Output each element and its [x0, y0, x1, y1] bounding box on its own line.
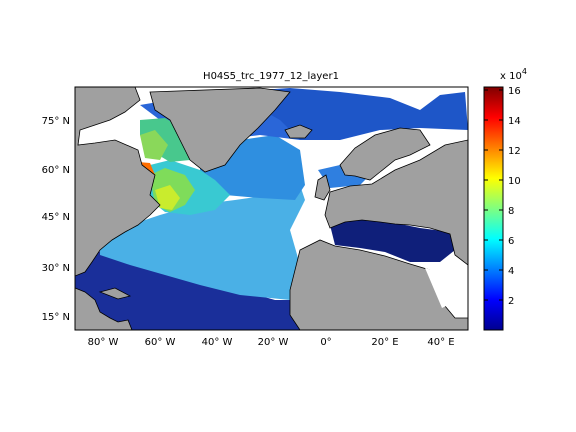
colorbar-tick-label: 14: [508, 116, 521, 127]
lat-tick-label: 30° N: [42, 263, 70, 274]
colorbar-ticks: [484, 89, 503, 301]
colorbar-tick-label: 2: [508, 296, 514, 307]
map-panel: [75, 87, 468, 330]
lon-tick-label: 60° W: [145, 337, 176, 348]
land-british-isles: [314, 174, 331, 201]
land-scandinavia: [339, 127, 431, 181]
land: [75, 87, 468, 330]
land-north-america: [75, 87, 161, 277]
concentration-field: [75, 88, 468, 330]
lon-tick-label: 20° W: [258, 337, 289, 348]
colorbar-gradient: [483, 86, 504, 331]
red-sea: [425, 268, 448, 308]
colorbar-tick-label: 6: [508, 236, 514, 247]
lat-axis: 15° N 30° N 45° N 60° N 75° N: [42, 116, 70, 323]
colorbar-tick-label: 16: [508, 86, 521, 97]
map-frame: [74, 86, 469, 331]
lat-tick-label: 75° N: [42, 116, 70, 127]
lat-tick-label: 15° N: [42, 312, 70, 323]
lon-axis: 80° W 60° W 40° W 20° W 0° 20° E 40° E: [88, 337, 455, 348]
colorbar-tick-label: 12: [508, 146, 521, 157]
colorbar: 2 4 6 8 10 12 14 16 x 104: [483, 67, 527, 331]
colorbar-multiplier-base: x 10: [500, 71, 522, 82]
colorbar-multiplier: x 104: [500, 67, 527, 82]
land-eurasia: [324, 139, 468, 266]
lat-tick-label: 60° N: [42, 165, 70, 176]
colorbar-tick-label: 4: [508, 266, 514, 277]
land-greenland: [149, 87, 291, 173]
lon-tick-label: 20° E: [371, 337, 398, 348]
land-iceland: [284, 124, 313, 139]
lon-tick-label: 40° W: [202, 337, 233, 348]
lon-tick-label: 80° W: [88, 337, 119, 348]
lat-tick-label: 45° N: [42, 212, 70, 223]
map-title: H04S5_trc_1977_12_layer1: [203, 71, 339, 82]
land-central-america: [75, 287, 133, 330]
colorbar-tick-label: 10: [508, 176, 521, 187]
lon-tick-label: 40° E: [427, 337, 454, 348]
lon-tick-label: 0°: [320, 337, 331, 348]
colorbar-tick-label: 8: [508, 206, 514, 217]
colorbar-multiplier-exponent: 4: [522, 67, 527, 76]
land-cuba: [98, 287, 132, 300]
